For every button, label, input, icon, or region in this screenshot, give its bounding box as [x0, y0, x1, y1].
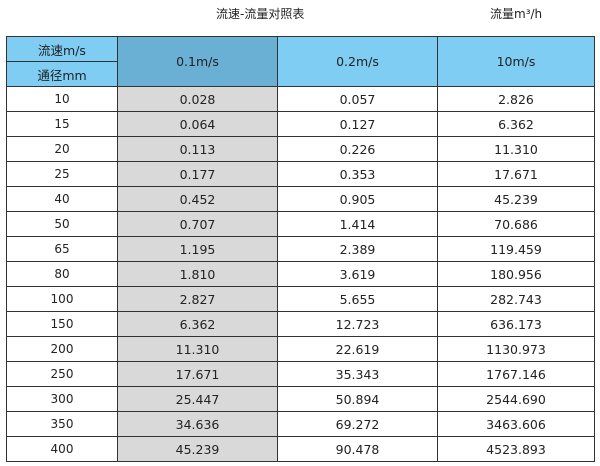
diameter-cell: 300 [6, 386, 118, 412]
flow-cell: 2.389 [277, 236, 438, 262]
flow-cell: 69.272 [277, 411, 438, 437]
flow-cell: 0.113 [117, 136, 278, 162]
flow-cell: 1767.146 [437, 361, 595, 387]
flow-cell: 6.362 [117, 311, 278, 337]
diameter-cell: 200 [6, 336, 118, 362]
flow-cell: 0.064 [117, 111, 278, 137]
flow-cell: 4523.893 [437, 436, 595, 462]
flow-cell: 0.226 [277, 136, 438, 162]
table-row: 80 1.810 3.619 180.956 [6, 261, 595, 287]
flow-cell: 6.362 [437, 111, 595, 137]
table-row: 15 0.064 0.127 6.362 [6, 111, 595, 137]
velocity-header: 流速m/s [6, 36, 118, 62]
flow-cell: 70.686 [437, 211, 595, 237]
flow-cell: 1.810 [117, 261, 278, 287]
flow-cell: 0.905 [277, 186, 438, 212]
flow-cell: 282.743 [437, 286, 595, 312]
flow-cell: 25.447 [117, 386, 278, 412]
flow-table: 流速m/s 0.1m/s 0.2m/s 10m/s 通径mm 10 0.028 0.… [6, 36, 595, 462]
header-row: 通径mm [6, 61, 595, 87]
flow-cell: 11.310 [117, 336, 278, 362]
diameter-cell: 250 [6, 361, 118, 387]
diameter-header: 通径mm [6, 61, 118, 87]
flow-cell: 1.195 [117, 236, 278, 262]
flow-cell: 636.173 [437, 311, 595, 337]
table-row: 200 11.310 22.619 1130.973 [6, 336, 595, 362]
flow-cell: 17.671 [437, 161, 595, 187]
diameter-cell: 20 [6, 136, 118, 162]
table-row: 400 45.239 90.478 4523.893 [6, 436, 595, 462]
column-header: 0.1m/s [117, 36, 278, 87]
flow-cell: 3463.606 [437, 411, 595, 437]
flow-cell: 90.478 [277, 436, 438, 462]
flow-cell: 2544.690 [437, 386, 595, 412]
diameter-cell: 100 [6, 286, 118, 312]
flow-cell: 1130.973 [437, 336, 595, 362]
unit-label: 流量m³/h [490, 7, 543, 21]
table-row: 350 34.636 69.272 3463.606 [6, 411, 595, 437]
diameter-cell: 10 [6, 86, 118, 112]
table-title: 流速-流量对照表 [216, 7, 305, 21]
flow-cell: 0.353 [277, 161, 438, 187]
flow-cell: 2.827 [117, 286, 278, 312]
flow-cell: 3.619 [277, 261, 438, 287]
flow-cell: 12.723 [277, 311, 438, 337]
flow-cell: 119.459 [437, 236, 595, 262]
table-row: 25 0.177 0.353 17.671 [6, 161, 595, 187]
table-row: 150 6.362 12.723 636.173 [6, 311, 595, 337]
header-row: 流速m/s 0.1m/s 0.2m/s 10m/s [6, 36, 595, 87]
column-header: 10m/s [437, 36, 595, 87]
diameter-cell: 15 [6, 111, 118, 137]
table-row: 250 17.671 35.343 1767.146 [6, 361, 595, 387]
diameter-cell: 25 [6, 161, 118, 187]
flow-cell: 0.057 [277, 86, 438, 112]
table-row: 65 1.195 2.389 119.459 [6, 236, 595, 262]
diameter-cell: 40 [6, 186, 118, 212]
table-row: 300 25.447 50.894 2544.690 [6, 386, 595, 412]
flow-cell: 45.239 [437, 186, 595, 212]
flow-cell: 35.343 [277, 361, 438, 387]
flow-cell: 34.636 [117, 411, 278, 437]
flow-cell: 0.177 [117, 161, 278, 187]
diameter-cell: 350 [6, 411, 118, 437]
flow-cell: 50.894 [277, 386, 438, 412]
diameter-cell: 80 [6, 261, 118, 287]
flow-cell: 2.826 [437, 86, 595, 112]
flow-cell: 22.619 [277, 336, 438, 362]
flow-cell: 45.239 [117, 436, 278, 462]
flow-cell: 180.956 [437, 261, 595, 287]
flow-cell: 17.671 [117, 361, 278, 387]
diameter-cell: 65 [6, 236, 118, 262]
flow-cell: 0.127 [277, 111, 438, 137]
table-row: 50 0.707 1.414 70.686 [6, 211, 595, 237]
flow-cell: 0.028 [117, 86, 278, 112]
flow-cell: 11.310 [437, 136, 595, 162]
table-row: 100 2.827 5.655 282.743 [6, 286, 595, 312]
table-row: 20 0.113 0.226 11.310 [6, 136, 595, 162]
flow-cell: 5.655 [277, 286, 438, 312]
table-row: 10 0.028 0.057 2.826 [6, 86, 595, 112]
diameter-cell: 400 [6, 436, 118, 462]
table-row: 40 0.452 0.905 45.239 [6, 186, 595, 212]
diameter-cell: 50 [6, 211, 118, 237]
column-header: 0.2m/s [277, 36, 438, 87]
flow-cell: 0.452 [117, 186, 278, 212]
flow-cell: 0.707 [117, 211, 278, 237]
flow-cell: 1.414 [277, 211, 438, 237]
diameter-cell: 150 [6, 311, 118, 337]
